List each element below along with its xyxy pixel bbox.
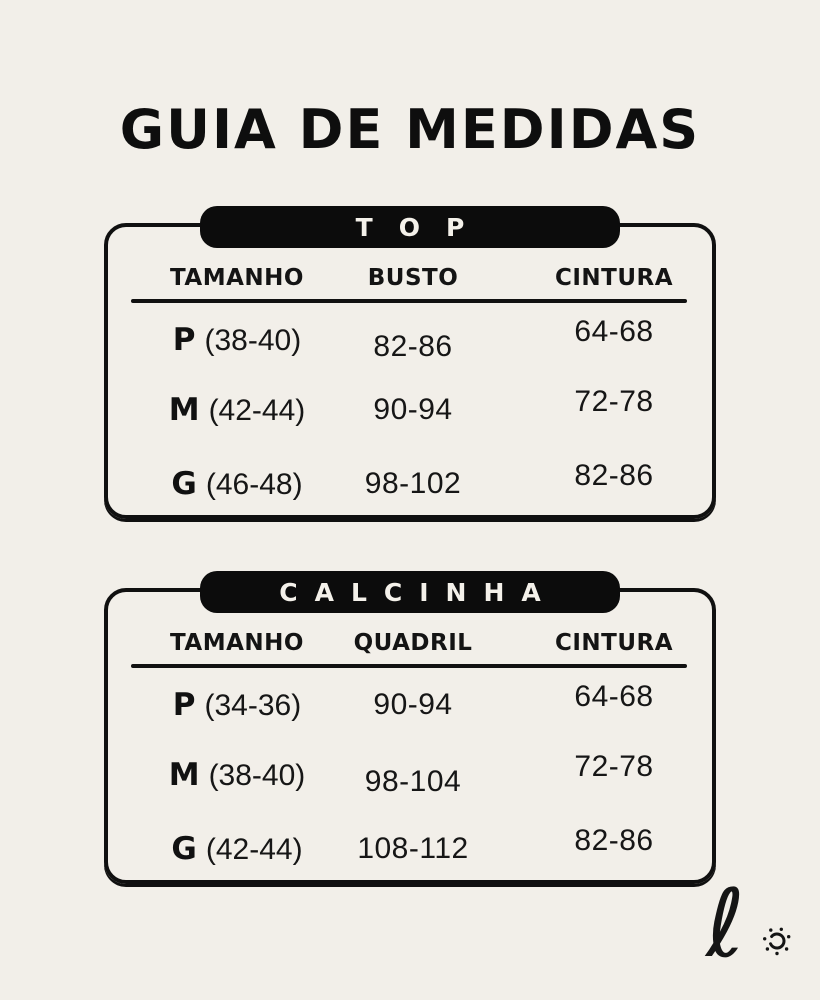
- top-table-pill-label: TOP: [355, 212, 491, 242]
- column-header-busto: BUSTO: [367, 265, 459, 291]
- page-title: GUIA DE MEDIDAS: [119, 98, 701, 162]
- column-header-cintura: CINTURA: [554, 630, 674, 656]
- measure-cell: 98-104: [364, 765, 462, 798]
- calcinha-size-table: CALCINHA TAMANHO QUADRIL CINTURA P (34-36…: [104, 571, 716, 884]
- size-range: (42-44): [205, 833, 303, 866]
- column-header-quadril: QUADRIL: [353, 630, 473, 656]
- table-row: G (42-44) 108-112 82-86: [108, 824, 712, 871]
- table-row: M (38-40) 98-104 72-78: [108, 750, 712, 798]
- measure-cell: 98-102: [364, 467, 462, 500]
- measure-cell: 64-68: [574, 315, 654, 348]
- size-cell: M (38-40): [169, 754, 306, 797]
- measure-cell: 82-86: [574, 459, 654, 492]
- measure-cell: 64-68: [574, 680, 654, 713]
- size-letter: P: [172, 322, 196, 358]
- size-letter: P: [172, 687, 196, 723]
- measure-cell: 90-94: [373, 393, 453, 426]
- size-cell: M (42-44): [169, 389, 306, 432]
- measure-cell: 72-78: [574, 750, 654, 783]
- calcinha-table-pill: CALCINHA: [200, 571, 620, 613]
- calcinha-table-pill-label: CALCINHA: [279, 577, 558, 607]
- top-size-table: TOP TAMANHO BUSTO CINTURA P (38-40) 82-86…: [104, 206, 716, 519]
- measure-cell: 90-94: [373, 688, 453, 721]
- column-header-cintura: CINTURA: [554, 265, 674, 291]
- table-row: P (38-40) 82-86 64-68: [108, 315, 712, 363]
- table-row: P (34-36) 90-94 64-68: [108, 680, 712, 727]
- size-letter: M: [168, 392, 200, 428]
- top-table-pill: TOP: [200, 206, 620, 248]
- table-row: M (42-44) 90-94 72-78: [108, 385, 712, 432]
- size-range: (46-48): [205, 468, 303, 501]
- size-cell: P (34-36): [173, 684, 301, 727]
- size-range: (38-40): [208, 759, 306, 792]
- size-letter: G: [171, 831, 197, 867]
- size-range: (34-36): [204, 689, 302, 722]
- measure-cell: 82-86: [574, 824, 654, 857]
- size-range: (42-44): [208, 394, 306, 427]
- size-letter: M: [168, 757, 200, 793]
- sun-icon: [763, 927, 791, 956]
- size-cell: G (42-44): [171, 828, 302, 871]
- table-row: G (46-48) 98-102 82-86: [108, 459, 712, 506]
- header-divider: [131, 299, 687, 303]
- measure-cell: 82-86: [373, 330, 453, 363]
- column-header-tamanho: TAMANHO: [170, 630, 304, 656]
- script-ell-glyph: ℓ: [706, 870, 745, 979]
- size-cell: P (38-40): [173, 319, 301, 362]
- measure-cell: 108-112: [357, 832, 469, 865]
- size-cell: G (46-48): [171, 463, 302, 506]
- measure-cell: 72-78: [574, 385, 654, 418]
- calcinha-table-header-row: TAMANHO QUADRIL CINTURA: [108, 622, 712, 660]
- header-divider: [131, 664, 687, 668]
- column-header-tamanho: TAMANHO: [170, 265, 304, 291]
- brand-logo: ℓ: [702, 878, 794, 990]
- size-letter: G: [171, 466, 197, 502]
- size-range: (38-40): [204, 324, 302, 357]
- top-table-header-row: TAMANHO BUSTO CINTURA: [108, 257, 712, 295]
